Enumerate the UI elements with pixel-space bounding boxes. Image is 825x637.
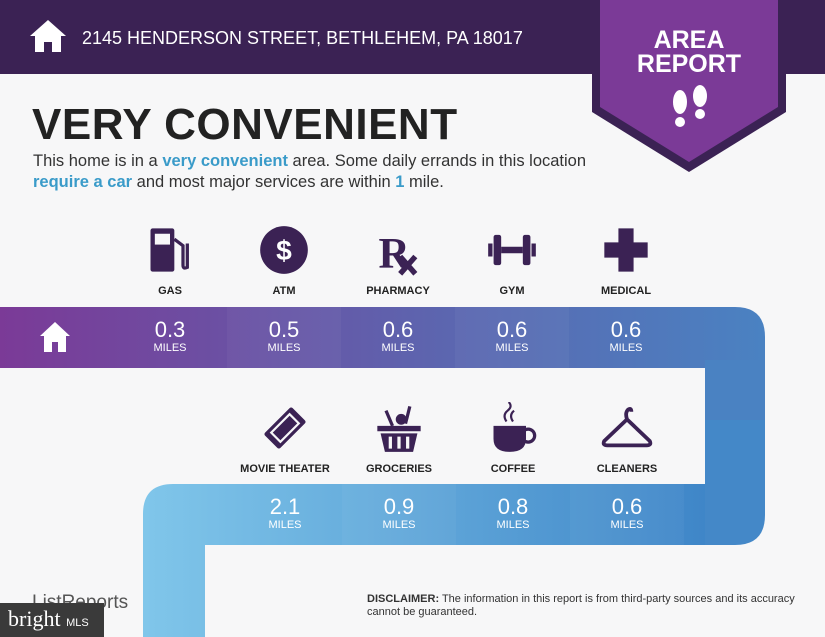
distance-cell: 0.6 MILES	[341, 307, 455, 368]
amenity-pharmacy: R PHARMACY	[341, 224, 455, 297]
amenity-groceries: GROCERIES	[342, 402, 456, 475]
amenity-gas: GAS	[113, 224, 227, 297]
distance-cell: 2.1 MILES	[228, 484, 342, 545]
distance-value: 0.3	[154, 317, 186, 342]
amenity-movie-theater: MOVIE THEATER	[228, 402, 342, 475]
amenity-label: GAS	[158, 285, 182, 297]
distance-value: 0.6	[610, 317, 642, 342]
distance-cell: 0.8 MILES	[456, 484, 570, 545]
distance-unit: MILES	[381, 342, 415, 354]
distance-cell: 0.6 MILES	[569, 307, 683, 368]
distance-unit: MILES	[268, 519, 302, 531]
coffee-icon	[493, 401, 537, 452]
distance-value: 0.6	[382, 317, 414, 342]
bright-mls-logo: bright MLS	[0, 603, 104, 637]
distance-unit: MILES	[496, 519, 530, 531]
svg-text:$: $	[276, 235, 292, 266]
distance-unit: MILES	[610, 519, 644, 531]
amenity-label: PHARMACY	[366, 285, 430, 297]
distance-value: 0.8	[497, 494, 529, 519]
distance-unit: MILES	[267, 342, 301, 354]
amenity-coffee: COFFEE	[456, 401, 570, 475]
gas-pump-icon	[150, 228, 189, 272]
distance-cell: 0.5 MILES	[227, 307, 341, 368]
amenity-label: GYM	[499, 285, 525, 297]
home-icon	[30, 20, 66, 52]
area-report-badge: AREA REPORT	[592, 0, 786, 172]
distance-value: 2.1	[269, 494, 301, 519]
home-icon	[40, 322, 70, 352]
distance-value: 0.9	[383, 494, 415, 519]
amenity-label: CLEANERS	[596, 463, 658, 475]
distance-value: 0.6	[611, 494, 643, 519]
basket-icon	[377, 405, 421, 452]
distance-unit: MILES	[153, 342, 187, 354]
amenity-gym: GYM	[455, 224, 569, 297]
hanger-icon	[601, 406, 653, 448]
dumbbell-icon	[488, 234, 536, 266]
amenity-atm: $ ATM	[227, 224, 341, 297]
distance-unit: MILES	[382, 519, 416, 531]
rx-icon: R	[379, 229, 418, 277]
distance-cell: 0.9 MILES	[342, 484, 456, 545]
cross-icon	[604, 228, 648, 272]
distance-value: 0.5	[268, 317, 300, 342]
amenity-cleaners: CLEANERS	[570, 402, 684, 475]
amenity-label: COFFEE	[490, 463, 536, 475]
amenity-label: MEDICAL	[600, 285, 652, 297]
distance-value: 0.6	[496, 317, 528, 342]
distance-cell: 0.3 MILES	[113, 307, 227, 368]
disclaimer: DISCLAIMER: The information in this repo…	[367, 593, 795, 618]
description: This home is in a very convenient area. …	[33, 152, 587, 191]
dollar-icon: $	[260, 226, 308, 274]
footprints-icon	[673, 85, 707, 127]
headline: VERY CONVENIENT	[32, 100, 458, 149]
amenity-medical: MEDICAL	[569, 224, 683, 297]
distance-cell: 0.6 MILES	[455, 307, 569, 368]
distance-unit: MILES	[609, 342, 643, 354]
address: 2145 HENDERSON STREET, BETHLEHEM, PA 180…	[82, 28, 523, 48]
amenity-label: MOVIE THEATER	[240, 463, 330, 475]
amenity-label: ATM	[272, 285, 296, 297]
amenity-label: GROCERIES	[365, 463, 432, 475]
ticket-icon	[264, 407, 306, 449]
distance-unit: MILES	[495, 342, 529, 354]
distance-cell: 0.6 MILES	[570, 484, 684, 545]
